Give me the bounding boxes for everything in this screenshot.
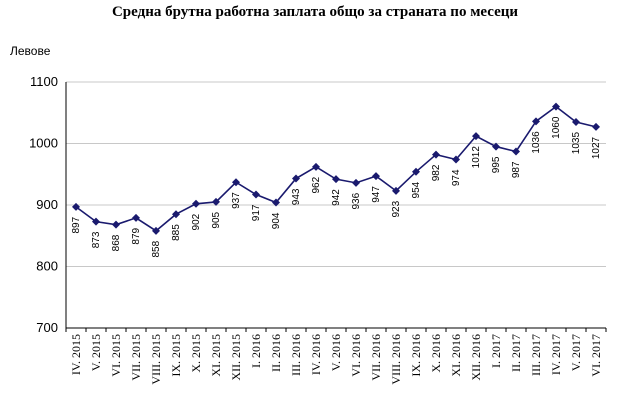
data-point	[272, 198, 280, 207]
data-label: 943	[291, 188, 302, 205]
data-label: 974	[451, 169, 462, 186]
data-label: 885	[171, 224, 182, 241]
data-label: 947	[371, 186, 382, 203]
data-point	[592, 122, 600, 131]
data-label: 1035	[571, 132, 582, 155]
data-point	[112, 220, 120, 229]
data-label: 936	[351, 192, 362, 209]
data-label: 905	[211, 211, 222, 228]
x-tick-label: X. 2016	[429, 334, 443, 373]
x-tick-label: IV. 2015	[69, 334, 83, 375]
y-tick-label: 1000	[29, 136, 58, 151]
data-point	[452, 155, 460, 164]
data-point	[332, 175, 340, 184]
data-label: 1012	[471, 146, 482, 169]
data-point	[192, 199, 200, 208]
x-tick-label: V. 2016	[329, 334, 343, 371]
y-tick-label: 1100	[30, 74, 58, 89]
data-label: 897	[71, 216, 82, 233]
x-tick-label: III. 2017	[529, 334, 543, 376]
y-tick-label: 700	[36, 320, 58, 335]
data-point	[72, 202, 80, 211]
data-point	[292, 174, 300, 183]
x-tick-label: VII. 2016	[369, 334, 383, 381]
data-point	[392, 186, 400, 195]
data-point	[532, 117, 540, 126]
x-tick-label: IV. 2017	[549, 334, 563, 375]
data-label: 858	[151, 240, 162, 257]
data-point	[472, 132, 480, 141]
x-tick-label: X. 2015	[189, 334, 203, 373]
data-label: 982	[431, 164, 442, 181]
data-label: 902	[191, 213, 202, 230]
data-point	[372, 172, 380, 181]
x-tick-label: VI. 2016	[349, 334, 363, 377]
data-point	[492, 142, 500, 151]
x-tick-label: III. 2016	[289, 334, 303, 376]
data-label: 987	[511, 161, 522, 178]
y-tick-label: 900	[36, 197, 58, 212]
data-label: 904	[271, 212, 282, 229]
data-label: 962	[311, 176, 322, 193]
x-tick-label: V. 2017	[569, 334, 583, 371]
x-tick-label: IX. 2015	[169, 334, 183, 377]
y-axis-label: Левове	[10, 44, 51, 58]
data-point	[172, 210, 180, 219]
x-tick-label: XI. 2016	[449, 334, 463, 377]
x-tick-label: XII. 2015	[229, 334, 243, 381]
data-label: 868	[111, 234, 122, 251]
x-tick-label: IV. 2016	[309, 334, 323, 375]
data-point	[252, 190, 260, 199]
data-label: 1060	[551, 116, 562, 139]
x-tick-label: IX. 2016	[409, 334, 423, 377]
x-tick-label: VIII. 2015	[149, 334, 163, 385]
x-tick-label: V. 2015	[89, 334, 103, 371]
y-tick-label: 800	[36, 259, 58, 274]
data-label: 954	[411, 181, 422, 198]
data-label: 873	[91, 231, 102, 248]
data-label: 937	[231, 192, 242, 209]
data-point	[512, 147, 520, 156]
data-point	[152, 226, 160, 235]
data-label: 1027	[591, 136, 602, 159]
x-tick-label: XII. 2016	[469, 334, 483, 381]
data-point	[92, 217, 100, 226]
x-tick-label: I. 2017	[489, 334, 503, 368]
x-tick-label: XI. 2015	[209, 334, 223, 377]
data-label: 879	[131, 227, 142, 244]
chart-title: Средна брутна работна заплата общо за ст…	[111, 4, 519, 20]
data-point	[412, 167, 420, 176]
x-tick-label: VII. 2015	[129, 334, 143, 381]
x-tick-label: II. 2016	[269, 334, 283, 372]
data-point	[572, 117, 580, 126]
data-point	[132, 213, 140, 222]
data-label: 917	[251, 204, 262, 221]
data-point	[312, 162, 320, 171]
data-point	[432, 150, 440, 159]
data-label: 923	[391, 200, 402, 217]
x-tick-label: I. 2016	[249, 334, 263, 368]
x-tick-label: II. 2017	[509, 334, 523, 372]
data-label: 942	[331, 189, 342, 206]
x-tick-label: VI. 2015	[109, 334, 123, 377]
x-tick-label: VI. 2017	[589, 334, 603, 377]
data-point	[212, 197, 220, 206]
data-point	[232, 178, 240, 187]
data-label: 995	[491, 156, 502, 173]
data-point	[552, 102, 560, 111]
x-tick-label: VIII. 2016	[389, 334, 403, 385]
data-label: 1036	[531, 131, 542, 154]
data-point	[352, 178, 360, 187]
